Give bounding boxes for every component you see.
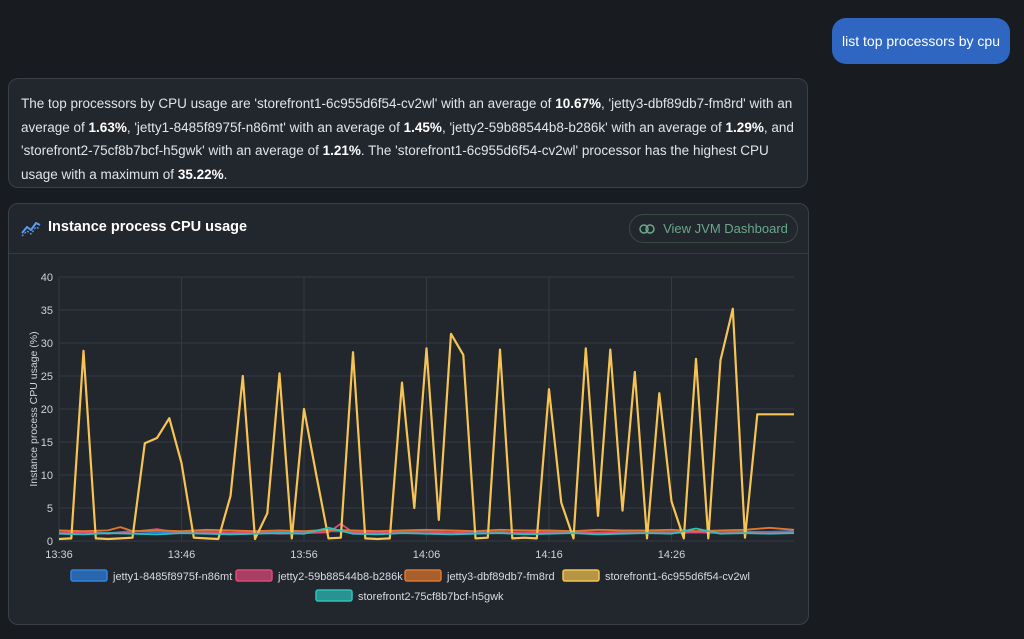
assistant-answer: The top processors by CPU usage are 'sto…: [8, 78, 808, 188]
view-jvm-dashboard-button[interactable]: View JVM Dashboard: [629, 214, 798, 243]
user-message-text: list top processors by cpu: [842, 33, 1000, 49]
legend-label: jetty1-8485f8975f-n86mt: [112, 571, 232, 583]
y-tick-label: 20: [41, 404, 53, 416]
answer-value: 1.63%: [88, 119, 127, 135]
answer-text: .: [223, 166, 228, 182]
y-tick-label: 25: [41, 371, 53, 383]
answer-text: The top processors by CPU usage are 'sto…: [21, 96, 556, 111]
x-tick-label: 14:26: [658, 549, 686, 561]
answer-value: 10.67%: [555, 96, 601, 111]
series-line-storefront2-75cf8b7bcf-h5gwk: [58, 526, 795, 536]
answer-text: , 'jetty1-8485f8975f-n86mt' with an aver…: [126, 119, 404, 135]
legend-label: storefront1-6c955d6f54-cv2wl: [605, 571, 750, 583]
legend-swatch: [315, 589, 353, 602]
answer-text: , 'jetty3-dbf89db7-fm8rd' with an averag…: [21, 96, 793, 135]
panel-title: Instance process CPU usage: [48, 219, 248, 235]
series-line-storefront1-6c955d6f54-cv2wl: [58, 307, 794, 541]
legend-label: jetty2-59b88544b8-b286k: [277, 571, 403, 583]
legend-item: jetty1-8485f8975f-n86mt: [70, 569, 232, 583]
legend-label: jetty3-dbf89db7-fm8rd: [446, 571, 555, 583]
y-axis-label: Instance process CPU usage (%): [28, 331, 40, 486]
legend-item: storefront2-75cf8b7bcf-h5gwk: [315, 589, 504, 603]
legend-item: jetty3-dbf89db7-fm8rd: [404, 569, 555, 583]
y-tick-label: 10: [41, 470, 53, 482]
y-tick-label: 0: [47, 536, 53, 548]
x-tick-label: 13:56: [290, 549, 318, 561]
y-tick-label: 40: [41, 272, 53, 284]
x-tick-label: 14:06: [413, 549, 441, 561]
legend-swatch: [235, 569, 273, 582]
answer-value: 1.45%: [403, 119, 442, 135]
series-line-jetty3-dbf89db7-fm8rd: [58, 526, 795, 533]
legend-swatch: [404, 569, 442, 582]
x-tick-label: 14:16: [535, 549, 563, 561]
answer-text: , and 'storefront2-75cf8b7bcf-h5gwk' wit…: [21, 119, 794, 159]
legend-swatch: [562, 569, 600, 582]
answer-text: , 'jetty2-59b88544b8-b286k' with an aver…: [441, 119, 726, 135]
cpu-usage-line-chart: 0 5 10 15 20 25 30 35 40 13:36 13:46 13:56 14:06 14:1…: [28, 272, 795, 603]
line-chart-icon: [21, 222, 41, 237]
y-tick-label: 35: [41, 305, 53, 317]
y-tick-label: 30: [41, 338, 53, 350]
panel-header: Instance process CPU usage View JVM Dash…: [9, 204, 808, 254]
x-tick-label: 13:36: [45, 549, 73, 561]
cpu-usage-panel: Instance process CPU usage View JVM Dash…: [8, 203, 809, 625]
legend-item: jetty2-59b88544b8-b286k: [235, 569, 403, 583]
y-tick-label: 5: [47, 503, 53, 515]
answer-text: . The 'storefront1-6c955d6f54-cv2wl' pro…: [21, 143, 769, 182]
answer-value: 35.22%: [177, 166, 224, 182]
legend-item: storefront1-6c955d6f54-cv2wl: [562, 569, 750, 583]
x-tick-label: 13:46: [168, 549, 196, 561]
answer-value: 1.21%: [322, 143, 361, 158]
legend-swatch: [70, 569, 108, 582]
link-icon: [639, 223, 655, 234]
y-tick-label: 15: [41, 437, 53, 449]
user-message-bubble: list top processors by cpu: [832, 18, 1010, 64]
view-jvm-dashboard-label: View JVM Dashboard: [663, 221, 788, 236]
legend-label: storefront2-75cf8b7bcf-h5gwk: [358, 591, 504, 603]
answer-value: 1.29%: [725, 119, 764, 135]
